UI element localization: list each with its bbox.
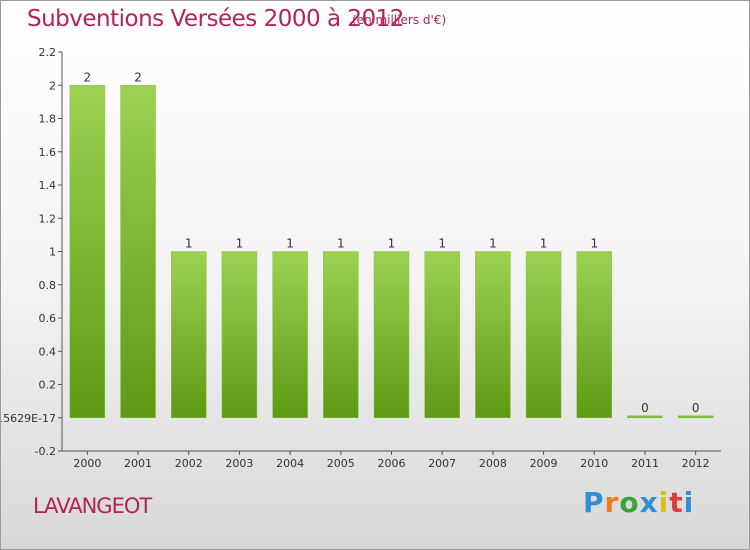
bar [373,251,410,418]
bar [424,251,460,418]
x-tick-label: 2003 [225,457,253,470]
x-tick-label: 2006 [378,457,406,470]
bar [69,85,106,418]
x-tick-label: 2007 [428,457,456,470]
x-tick-label: 2001 [124,457,152,470]
proxiti-logo[interactable]: Proxiti [583,486,694,519]
x-tick-label: 2000 [73,457,101,470]
y-tick-label: 1.8 [39,113,57,126]
logo-letter: t [669,486,684,519]
y-tick-label: 0.4 [39,345,57,358]
bar-value-label: 1 [236,237,244,251]
bar [525,251,562,418]
bar [677,415,714,418]
y-tick-label: 1.4 [39,179,57,192]
logo-letter: i [683,486,695,519]
bar-value-label: 2 [134,70,142,84]
bar-value-label: 0 [692,401,700,415]
y-tick-label: 1.15629E-17 [1,412,56,425]
x-tick-label: 2011 [631,457,659,470]
bar [170,251,207,418]
commune-name: LAVANGEOT [33,494,152,518]
y-tick-label: 1.6 [39,146,57,159]
bar-value-label: 1 [185,237,193,251]
bar-value-label: 1 [590,237,598,251]
bar [221,251,258,418]
bar [627,415,663,418]
chart-title: Subventions Versées 2000 à 2012 [27,6,404,32]
bar [120,85,156,418]
bar-value-label: 2 [84,70,92,84]
logo-letter: r [604,486,620,519]
x-tick-label: 2012 [682,457,710,470]
bar [576,251,613,418]
bar-value-label: 1 [540,237,548,251]
x-tick-label: 2005 [327,457,355,470]
y-tick-label: 0.8 [39,279,57,292]
x-tick-label: 2002 [175,457,203,470]
y-tick-label: 1 [49,246,56,259]
y-tick-label: -0.2 [35,445,56,458]
logo-letter: x [639,486,659,519]
x-tick-label: 2004 [276,457,304,470]
x-tick-label: 2009 [530,457,558,470]
bar-value-label: 1 [438,237,446,251]
chart-unit: (en milliers d'€) [352,13,447,27]
y-tick-label: 2.2 [39,46,57,59]
bar-value-label: 0 [641,401,649,415]
x-tick-label: 2008 [479,457,507,470]
bar [475,251,511,418]
y-tick-label: 0.2 [39,379,57,392]
y-tick-label: 2 [49,79,56,92]
bar-value-label: 1 [388,237,396,251]
bar-value-label: 1 [489,237,497,251]
bar-value-label: 1 [286,237,294,251]
logo-letter: P [583,486,605,519]
x-tick-label: 2010 [580,457,608,470]
bar [272,251,308,418]
y-tick-label: 0.6 [39,312,57,325]
logo-letter: o [619,486,640,519]
y-tick-label: 1.2 [39,212,57,225]
logo-letter: i [658,486,670,519]
bar-value-label: 1 [337,237,345,251]
bar [323,251,359,418]
